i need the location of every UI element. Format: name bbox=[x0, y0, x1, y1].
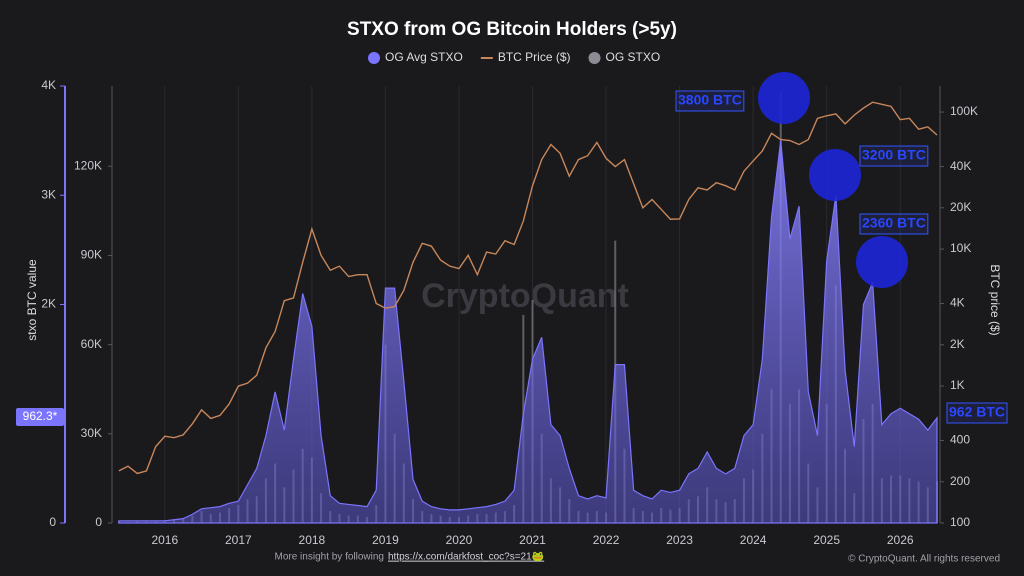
y2-tick-label: 100 bbox=[950, 515, 970, 529]
annotation-box bbox=[675, 90, 745, 112]
y2-tick-label: 1K bbox=[950, 378, 965, 392]
y2-tick-label: 10K bbox=[950, 241, 971, 255]
x-tick-label: 2024 bbox=[740, 533, 767, 547]
line bbox=[118, 101, 938, 475]
y2-tick-label: 200 bbox=[950, 474, 970, 488]
annotation-box bbox=[946, 402, 1008, 424]
legend: OG Avg STXO BTC Price ($) OG STXO bbox=[368, 50, 660, 64]
highlight-circle bbox=[856, 236, 908, 288]
y3-tick-label: 120K bbox=[74, 158, 102, 172]
annotation: 962 BTC bbox=[949, 404, 1005, 420]
y3-tick-label: 0 bbox=[95, 515, 102, 529]
y-tick-label: 3K bbox=[41, 187, 56, 201]
highlight-circle bbox=[758, 72, 810, 124]
y2-tick-label: 20K bbox=[950, 200, 971, 214]
x-tick-label: 2016 bbox=[151, 533, 178, 547]
y2-tick-label: 400 bbox=[950, 433, 970, 447]
annotation: 3800 BTC bbox=[678, 92, 742, 108]
axes: 2016 2017 2018 2019 2020 2021 2022 2023 2024 2025… bbox=[41, 78, 978, 547]
current-value-label: 962.3* bbox=[23, 409, 58, 423]
highlight-circle bbox=[809, 149, 861, 201]
x-tick-label: 2026 bbox=[887, 533, 914, 547]
legend-label: BTC Price ($) bbox=[498, 50, 571, 64]
footer-text: More insight by following bbox=[275, 552, 385, 563]
y3-tick-label: 60K bbox=[81, 337, 102, 351]
x-tick-label: 2019 bbox=[372, 533, 399, 547]
annotation-box bbox=[859, 213, 929, 235]
annotation: 3200 BTC bbox=[862, 147, 926, 163]
watermark: CryptoQuant bbox=[421, 277, 629, 315]
x-tick-label: 2025 bbox=[813, 533, 840, 547]
legend-marker bbox=[368, 52, 380, 64]
x-tick-label: 2018 bbox=[299, 533, 326, 547]
y3-tick-label: 30K bbox=[81, 426, 102, 440]
y2-tick-label: 40K bbox=[950, 159, 971, 173]
legend-label: OG Avg STXO bbox=[385, 50, 463, 64]
y-tick-label: 4K bbox=[41, 78, 56, 92]
plot-area bbox=[117, 91, 938, 524]
annotations: 3800 BTC 3200 BTC 2360 BTC 962 BTC 962.3* bbox=[16, 72, 1008, 426]
annotation: 2360 BTC bbox=[862, 215, 926, 231]
legend-marker bbox=[588, 52, 601, 64]
x-tick-label: 2020 bbox=[446, 533, 473, 547]
y-tick-label: 2K bbox=[41, 297, 56, 311]
chart-title: STXO from OG Bitcoin Holders (>5y) bbox=[347, 19, 677, 40]
x-tick-label: 2022 bbox=[593, 533, 620, 547]
y2-axis-label: BTC price ($) bbox=[988, 264, 1002, 335]
legend-label: OG STXO bbox=[606, 50, 661, 64]
y2-tick-label: 4K bbox=[950, 296, 965, 310]
y2-tick-label: 2K bbox=[950, 337, 965, 351]
current-value-tag bbox=[16, 408, 64, 426]
annotation-box bbox=[859, 145, 929, 167]
y3-tick-label: 90K bbox=[81, 248, 102, 262]
y-tick-label: 0 bbox=[49, 515, 56, 529]
footer-link[interactable]: https://x.com/darkfost_coc?s=21🐸 bbox=[388, 551, 544, 563]
area bbox=[118, 140, 938, 524]
y-axis-label: stxo BTC value bbox=[25, 259, 39, 341]
y2-tick-label: 100K bbox=[950, 104, 978, 118]
x-tick-label: 2023 bbox=[666, 533, 693, 547]
x-tick-label: 2017 bbox=[225, 533, 252, 547]
copyright: © CryptoQuant. All rights reserved bbox=[848, 554, 1000, 565]
x-tick-label: 2021 bbox=[519, 533, 546, 547]
